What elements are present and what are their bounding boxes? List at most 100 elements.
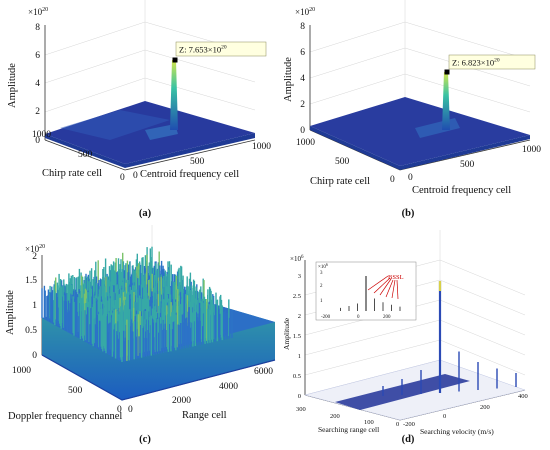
y-tick: 0 xyxy=(408,173,413,183)
z-tick: 4 xyxy=(300,74,305,84)
panel-c-spikes xyxy=(41,246,233,362)
panel-a-gridlines xyxy=(44,21,256,113)
panel-a-z-ticks: 0 2 4 6 8 xyxy=(35,23,40,146)
z-tick: 0.5 xyxy=(293,373,301,380)
z-tick: 4 xyxy=(35,79,40,89)
x-tick: 500 xyxy=(78,150,93,160)
panel-c-z-ticks: 0 0.5 1 1.5 2 xyxy=(25,252,37,361)
y-tick: 0 xyxy=(133,171,138,181)
panel-c-y-ticks: 0 2000 4000 6000 xyxy=(128,367,273,415)
panel-b-surface-rim xyxy=(310,126,530,170)
panel-a-datatip-box xyxy=(175,41,267,57)
main-peak-tip xyxy=(438,281,442,291)
panel-b-datatip-box xyxy=(448,54,536,70)
panel-d: ×106 0 0.5 1 1.5 2 2.5 3 Amplitude 3 0 0 2… xyxy=(282,230,528,445)
panel-d-xlabel: Searching range cell xyxy=(318,425,379,434)
y-tick: 200 xyxy=(480,404,490,411)
inset-x-tick: 200 xyxy=(383,315,391,320)
sidelobe-spike xyxy=(420,370,422,394)
inset-bars xyxy=(340,276,401,311)
x-tick: 200 xyxy=(330,413,340,420)
sidelobe-spike xyxy=(458,351,460,392)
panel-a-peak-spike xyxy=(170,60,178,130)
panel-b-z-scale: ×1020 xyxy=(295,7,315,17)
panel-a-z-scale: ×1020 xyxy=(28,7,48,17)
panel-a-caption: (a) xyxy=(139,208,152,219)
panel-b-ylabel: Centroid frequency cell xyxy=(412,185,511,196)
panel-b-x-ticks: 1000 500 0 xyxy=(296,138,395,185)
sidelobe-spike xyxy=(477,362,479,390)
sidelobe-spike xyxy=(496,368,498,389)
z-tick: 1.5 xyxy=(293,333,301,340)
panel-d-y-ticks: -200 0 200 400 xyxy=(403,393,528,428)
z-tick: 6 xyxy=(300,48,305,58)
z-tick: 1 xyxy=(298,353,301,360)
panel-c: ×1020 0 0.5 1 1.5 2 Amplitude 1000 500 0… xyxy=(5,225,276,445)
z-tick: 6 xyxy=(35,51,40,61)
z-tick: 2.5 xyxy=(293,293,301,300)
panel-d-inset: ×106 1 2 3 -200 0 200 BSSL xyxy=(315,261,417,321)
y-tick: 500 xyxy=(190,157,205,167)
y-tick: -200 xyxy=(403,421,415,428)
inset-x-tick: -200 xyxy=(321,315,331,320)
sidelobe-spike xyxy=(382,386,384,396)
panel-b-gridlines xyxy=(309,21,531,113)
panel-a: Z: 7.653×1020 ×1020 0 2 4 6 8 Amplitude … xyxy=(7,0,271,219)
panel-d-caption: (d) xyxy=(402,434,415,445)
panel-d-ylabel: Searching velocity (m/s) xyxy=(420,427,494,436)
x-tick: 0 xyxy=(396,421,399,428)
panel-a-y-ticks: 0 500 1000 xyxy=(133,142,271,181)
panel-b-peak-spike xyxy=(442,72,450,130)
inset-annotation-arrows xyxy=(367,275,399,300)
sidelobe-spike xyxy=(401,379,403,395)
panel-c-zlabel: Amplitude xyxy=(5,290,16,335)
panel-b-caption: (b) xyxy=(402,208,415,219)
z-tick: 3 xyxy=(298,273,301,280)
z-tick: 2 xyxy=(300,100,305,110)
panel-a-x-ticks: 1000 500 0 xyxy=(32,130,125,183)
panel-b: Z: 6.823×1020 ×1020 0 2 4 6 8 Amplitude … xyxy=(283,0,541,219)
x-tick: 0 xyxy=(120,173,125,183)
panel-a-surface-rim xyxy=(45,133,255,168)
panel-c-surface-rim xyxy=(41,354,276,401)
inset-z-scale: ×106 xyxy=(318,262,328,270)
panel-a-axes-box xyxy=(44,25,256,171)
panel-a-ylabel: Centroid frequency cell xyxy=(140,169,239,180)
panel-d-z-scale: ×106 xyxy=(290,255,304,263)
panel-c-x-ticks: 1000 500 0 xyxy=(12,366,122,415)
x-tick: 0 xyxy=(117,405,122,415)
y-tick: 0 xyxy=(128,405,133,415)
panel-c-xlabel: Doppler frequency channel xyxy=(8,411,122,422)
z-tick: 2 xyxy=(298,313,301,320)
x-tick: 1000 xyxy=(12,366,31,376)
panel-c-ylabel: Range cell xyxy=(182,410,227,421)
panel-a-noise-patch xyxy=(60,110,170,140)
panel-a-datatip: Z: 7.653×1020 xyxy=(179,45,227,55)
y-tick: 1000 xyxy=(522,145,541,155)
y-tick: 4000 xyxy=(219,382,238,392)
x-tick: 500 xyxy=(335,157,350,167)
inset-y-tick: 2 xyxy=(320,284,323,289)
panel-c-caption: (c) xyxy=(139,434,151,445)
z-tick: 8 xyxy=(300,22,305,32)
y-tick: 1000 xyxy=(252,142,271,152)
x-tick: 1000 xyxy=(296,138,315,148)
z-tick: 0.5 xyxy=(25,326,37,336)
z-tick: 1 xyxy=(32,301,37,311)
panel-c-z-scale: ×1020 xyxy=(25,244,45,254)
z-tick: 2 xyxy=(32,252,37,262)
y-tick: 400 xyxy=(518,393,528,400)
y-tick: 6000 xyxy=(254,367,273,377)
panel-b-surface-floor xyxy=(310,97,530,166)
panel-b-y-ticks: 0 500 1000 xyxy=(408,145,541,183)
x-tick: 0 xyxy=(390,175,395,185)
inset-y-tick: 3 xyxy=(320,271,323,276)
inset-x-tick: 0 xyxy=(357,315,360,320)
z-tick: 0 xyxy=(32,351,37,361)
panel-d-z-ticks: 0 0.5 1 1.5 2 2.5 3 xyxy=(293,273,301,400)
inset-y-tick: 1 xyxy=(320,299,323,304)
panel-d-zlabel: Amplitude xyxy=(282,317,291,350)
z-tick: 2 xyxy=(35,107,40,117)
